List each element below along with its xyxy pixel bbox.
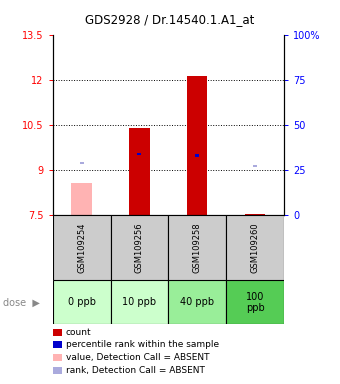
Bar xyxy=(245,214,265,215)
Bar xyxy=(80,162,84,164)
Bar xyxy=(53,280,110,324)
Bar xyxy=(129,128,150,215)
Text: rank, Detection Call = ABSENT: rank, Detection Call = ABSENT xyxy=(66,366,204,375)
Bar xyxy=(226,280,284,324)
Bar xyxy=(53,215,110,280)
Text: GSM109256: GSM109256 xyxy=(135,222,144,273)
Text: count: count xyxy=(66,328,91,337)
Text: 0 ppb: 0 ppb xyxy=(68,297,96,308)
Text: value, Detection Call = ABSENT: value, Detection Call = ABSENT xyxy=(66,353,209,362)
Bar xyxy=(168,215,226,280)
Text: GSM109260: GSM109260 xyxy=(251,222,259,273)
Bar xyxy=(253,165,257,167)
Text: GDS2928 / Dr.14540.1.A1_at: GDS2928 / Dr.14540.1.A1_at xyxy=(85,13,255,26)
Text: 100
ppb: 100 ppb xyxy=(245,291,265,313)
Bar xyxy=(110,215,168,280)
Text: 10 ppb: 10 ppb xyxy=(122,297,156,308)
Bar xyxy=(168,280,226,324)
Bar xyxy=(137,153,141,156)
Bar xyxy=(195,154,199,157)
Text: GSM109254: GSM109254 xyxy=(77,222,86,273)
Bar xyxy=(187,76,207,215)
Text: percentile rank within the sample: percentile rank within the sample xyxy=(66,340,219,349)
Bar xyxy=(71,182,92,215)
Text: dose  ▶: dose ▶ xyxy=(3,297,40,308)
Text: GSM109258: GSM109258 xyxy=(193,222,202,273)
Bar xyxy=(110,280,168,324)
Text: 40 ppb: 40 ppb xyxy=(180,297,214,308)
Bar xyxy=(226,215,284,280)
